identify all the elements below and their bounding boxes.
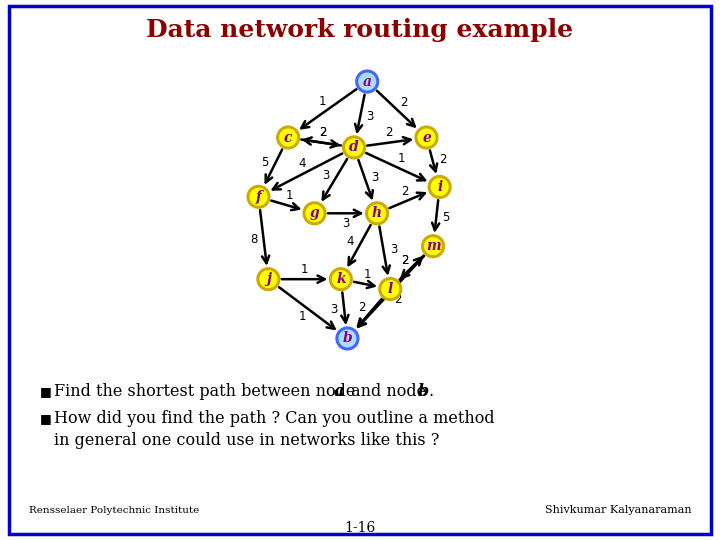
Text: 2: 2 — [400, 96, 408, 109]
Text: 2: 2 — [394, 293, 401, 306]
Text: ■: ■ — [40, 385, 51, 398]
Text: 1: 1 — [397, 152, 405, 165]
Text: g: g — [310, 206, 320, 220]
Text: Data network routing example: Data network routing example — [146, 18, 574, 42]
Circle shape — [429, 177, 450, 198]
Text: ■: ■ — [40, 412, 51, 425]
Text: 2: 2 — [401, 254, 408, 267]
Text: 1: 1 — [318, 95, 325, 108]
Circle shape — [330, 268, 351, 290]
Circle shape — [304, 202, 325, 224]
Text: f: f — [256, 190, 261, 204]
Text: d: d — [349, 140, 359, 154]
Text: 3: 3 — [322, 169, 330, 182]
Text: 5: 5 — [261, 156, 268, 169]
Text: 3: 3 — [366, 110, 374, 123]
Text: e: e — [422, 131, 431, 145]
Text: 5: 5 — [443, 211, 450, 224]
Circle shape — [258, 268, 279, 290]
Text: 2: 2 — [401, 185, 408, 198]
Circle shape — [423, 235, 444, 257]
Text: 1: 1 — [286, 189, 293, 202]
Circle shape — [366, 202, 387, 224]
Text: 2: 2 — [401, 254, 408, 267]
Circle shape — [356, 71, 378, 92]
Text: 1: 1 — [364, 268, 372, 281]
Text: Shivkumar Kalyanaraman: Shivkumar Kalyanaraman — [544, 505, 691, 515]
Text: 4: 4 — [346, 235, 354, 248]
Text: 1-16: 1-16 — [344, 521, 376, 535]
Text: m: m — [426, 239, 441, 253]
Text: .: . — [428, 383, 433, 400]
Text: 3: 3 — [330, 303, 338, 316]
Text: Rensselaer Polytechnic Institute: Rensselaer Polytechnic Institute — [29, 506, 199, 515]
Text: 2: 2 — [319, 126, 326, 139]
Text: h: h — [372, 206, 382, 220]
Text: 2: 2 — [439, 153, 446, 166]
Text: in general one could use in networks like this ?: in general one could use in networks lik… — [54, 431, 439, 449]
Text: j: j — [266, 272, 271, 286]
Text: a: a — [363, 75, 372, 89]
Text: a: a — [333, 383, 343, 400]
Circle shape — [379, 279, 401, 300]
Text: i: i — [437, 180, 442, 194]
Text: 3: 3 — [342, 217, 349, 230]
Text: 3: 3 — [390, 243, 397, 256]
Text: k: k — [336, 272, 346, 286]
Text: c: c — [284, 131, 292, 145]
Text: 4: 4 — [298, 157, 305, 170]
Text: 2: 2 — [358, 301, 365, 314]
Text: 3: 3 — [372, 171, 379, 184]
Text: 8: 8 — [250, 233, 257, 246]
Text: and node: and node — [346, 383, 431, 400]
Circle shape — [248, 186, 269, 207]
Text: 1: 1 — [301, 263, 308, 276]
Circle shape — [416, 127, 437, 148]
Text: b: b — [343, 332, 352, 346]
Text: 2: 2 — [385, 126, 392, 139]
Text: 2: 2 — [319, 126, 326, 139]
Circle shape — [278, 127, 299, 148]
Text: How did you find the path ? Can you outline a method: How did you find the path ? Can you outl… — [54, 410, 495, 427]
Text: 1: 1 — [298, 310, 306, 323]
Text: l: l — [387, 282, 393, 296]
Circle shape — [343, 137, 364, 158]
Text: Find the shortest path between node: Find the shortest path between node — [54, 383, 361, 400]
Text: b: b — [418, 383, 429, 400]
Circle shape — [337, 328, 358, 349]
